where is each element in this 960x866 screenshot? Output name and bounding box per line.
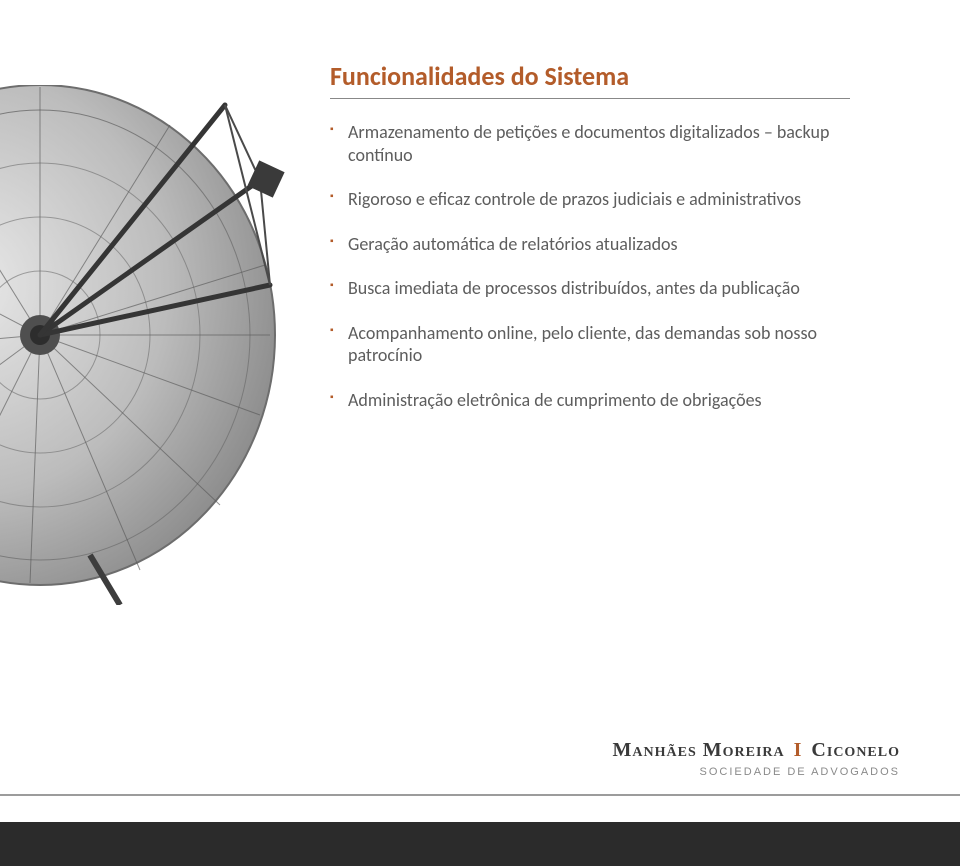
footer-logo: Manhães Moreira I Ciconelo SOCIEDADE DE … <box>613 739 900 778</box>
footer-band <box>0 822 960 866</box>
logo-subtitle: SOCIEDADE DE ADVOGADOS <box>613 766 900 778</box>
antenna-image <box>0 85 310 605</box>
footer-divider <box>0 794 960 796</box>
feature-list: Armazenamento de petições e documentos d… <box>330 121 890 411</box>
page-title: Funcionalidades do Sistema <box>330 60 890 92</box>
logo-name-2: Ciconelo <box>811 739 900 761</box>
logo-separator: I <box>794 739 803 762</box>
slide-page: Funcionalidades do Sistema Armazenamento… <box>0 0 960 866</box>
logo-name: Manhães Moreira I Ciconelo <box>613 739 900 762</box>
title-rule <box>330 98 850 99</box>
list-item: Geração automática de relatórios atualiz… <box>330 233 850 256</box>
list-item: Busca imediata de processos distribuídos… <box>330 277 850 300</box>
content-block: Funcionalidades do Sistema Armazenamento… <box>330 60 890 433</box>
list-item: Armazenamento de petições e documentos d… <box>330 121 850 166</box>
list-item: Rigoroso e eficaz controle de prazos jud… <box>330 188 850 211</box>
list-item: Administração eletrônica de cumprimento … <box>330 389 850 412</box>
list-item: Acompanhamento online, pelo cliente, das… <box>330 322 850 367</box>
logo-name-1: Manhães Moreira <box>613 739 785 761</box>
